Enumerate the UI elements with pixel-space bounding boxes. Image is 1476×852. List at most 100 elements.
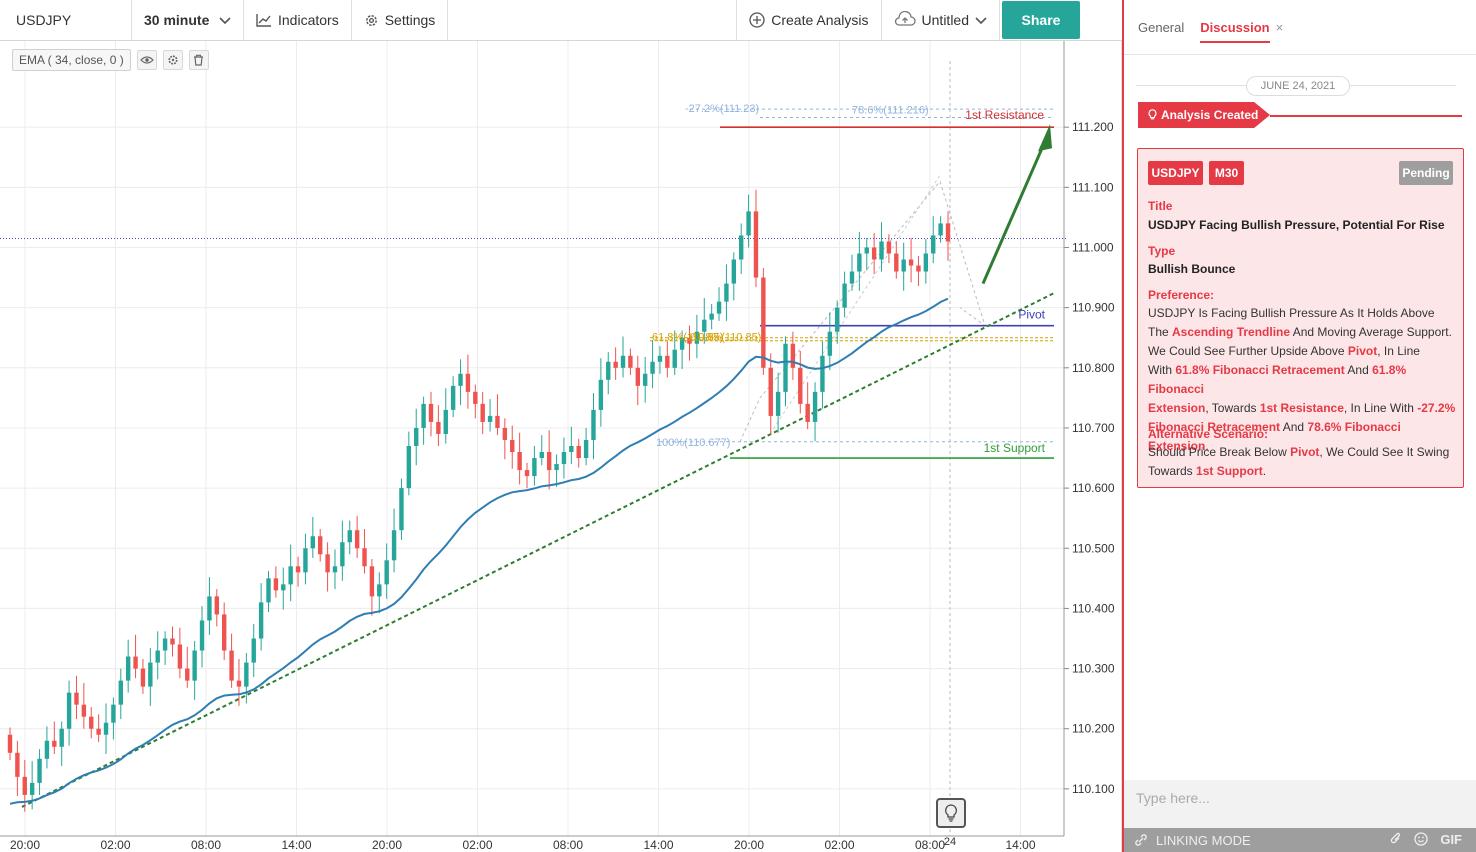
y-tick-label: 110.700: [1072, 421, 1115, 435]
candle-body: [938, 223, 943, 236]
indicators-button[interactable]: Indicators: [244, 0, 352, 40]
create-analysis-label: Create Analysis: [771, 12, 869, 28]
candle-body: [458, 373, 463, 386]
candle-body: [761, 277, 766, 368]
candle-body: [22, 776, 27, 795]
discussion-panel: General Discussion × JUNE 24, 2021 Analy…: [1122, 0, 1476, 852]
candle-body: [857, 253, 862, 272]
interval-dropdown[interactable]: 30 minute: [132, 0, 244, 40]
linking-mode-bar[interactable]: LINKING MODE GIF: [1124, 828, 1476, 852]
candle-body: [768, 367, 773, 416]
candle-body: [672, 349, 677, 368]
candle-body: [37, 758, 42, 783]
gear-icon[interactable]: [162, 50, 183, 70]
candle-body: [583, 439, 589, 459]
candle-body: [281, 584, 286, 591]
symbol-selector[interactable]: USDJPY: [0, 0, 132, 40]
candle-body: [916, 265, 921, 272]
tab-general[interactable]: General: [1138, 19, 1185, 35]
interval-label: 30 minute: [144, 12, 210, 28]
analysis-created-label: Analysis Created: [1161, 108, 1259, 122]
gear-icon: [364, 13, 379, 28]
y-tick-label: 110.500: [1072, 541, 1115, 555]
candle-body: [687, 337, 692, 344]
candle-body: [665, 355, 670, 368]
x-tick-label: 14:00: [643, 838, 673, 852]
tab-discussion[interactable]: Discussion: [1200, 20, 1270, 43]
candle-body: [66, 692, 72, 729]
chevron-down-icon: [975, 12, 987, 28]
candle-body: [310, 536, 316, 549]
candles: [7, 189, 951, 812]
y-tick-label: 110.800: [1072, 361, 1115, 375]
analysis-card[interactable]: USDJPY M30 Pending Title USDJPY Facing B…: [1137, 148, 1464, 488]
fib-projection-lines: [769, 175, 941, 435]
emoji-icon[interactable]: [1414, 832, 1428, 849]
candle-body: [894, 253, 899, 272]
candle-body: [591, 409, 596, 440]
candle-body: [185, 668, 190, 681]
candle-body: [945, 223, 951, 242]
analysis-created-banner: Analysis Created: [1138, 102, 1270, 128]
candle-body: [332, 566, 338, 573]
resistance-label: 1st Resistance: [965, 108, 1044, 122]
lightbulb-icon: [1148, 109, 1157, 121]
fib-projection-lines: [739, 180, 986, 442]
candle-body: [886, 241, 892, 254]
create-analysis-button[interactable]: Create Analysis: [737, 0, 882, 40]
price-chart[interactable]: 1st Resistance -27.2%(111.23) 78.6%(111.21…: [0, 41, 1122, 852]
candle-body: [162, 638, 168, 651]
candle-body: [199, 620, 205, 651]
price-axis: 20:00 02:00 08:00 14:00 20:00 02:00 08:00 14:00…: [0, 41, 1115, 852]
candle-body: [642, 373, 648, 386]
candle-body: [377, 584, 382, 597]
candle-body: [59, 728, 64, 747]
candle-body: [864, 247, 869, 254]
y-tick-label: 110.400: [1072, 601, 1115, 615]
candle-body: [901, 259, 906, 272]
candle-body: [694, 331, 700, 344]
alt-scenario-text: Should Price Break Below Pivot, We Could…: [1148, 445, 1450, 478]
title-label: Title: [1148, 199, 1173, 213]
candle-body: [15, 752, 20, 777]
y-tick-label: 110.900: [1072, 301, 1115, 315]
x-tick-label: 14:00: [1005, 838, 1035, 852]
candle-body: [598, 379, 604, 410]
candle-body: [908, 259, 914, 266]
candle-body: [303, 548, 308, 573]
settings-button[interactable]: Settings: [352, 0, 449, 40]
message-input[interactable]: Type here...: [1124, 780, 1476, 828]
ema-legend-label[interactable]: EMA ( 34, close, 0 ): [12, 49, 131, 71]
candle-body: [679, 337, 685, 350]
date-pill: JUNE 24, 2021: [1246, 76, 1350, 96]
candle-body: [140, 668, 146, 687]
ema-curve: [9, 297, 949, 805]
gif-button[interactable]: GIF: [1440, 832, 1462, 847]
fib-100-label: 100%(110.677): [656, 437, 730, 449]
layout-dropdown[interactable]: Untitled: [882, 0, 1000, 40]
candle-body: [443, 409, 448, 434]
indicators-label: Indicators: [278, 12, 339, 28]
candle-body: [354, 530, 360, 549]
ema-line: [9, 297, 949, 805]
eye-icon[interactable]: [136, 50, 157, 70]
trash-icon[interactable]: [188, 50, 209, 70]
candle-body: [620, 355, 626, 368]
x-tick-label: 08:00: [553, 838, 583, 852]
cloud-upload-icon: [894, 10, 916, 30]
share-button[interactable]: Share: [1002, 1, 1080, 39]
candle-body: [428, 403, 434, 422]
candle-body: [52, 740, 57, 747]
chart-area[interactable]: 1st Resistance -27.2%(111.23) 78.6%(111.21…: [0, 41, 1122, 852]
lightbulb-icon[interactable]: [936, 798, 966, 828]
candle-body: [273, 578, 279, 591]
candle-body: [502, 427, 508, 440]
close-tab-icon[interactable]: ×: [1275, 19, 1284, 35]
candle-body: [258, 602, 264, 639]
candle-body: [487, 415, 493, 422]
bullish-arrow-head: [1038, 124, 1052, 152]
candle-body: [450, 385, 456, 410]
grid-lines: [0, 41, 1064, 836]
paperclip-icon[interactable]: [1390, 832, 1402, 849]
candle-body: [295, 566, 301, 573]
